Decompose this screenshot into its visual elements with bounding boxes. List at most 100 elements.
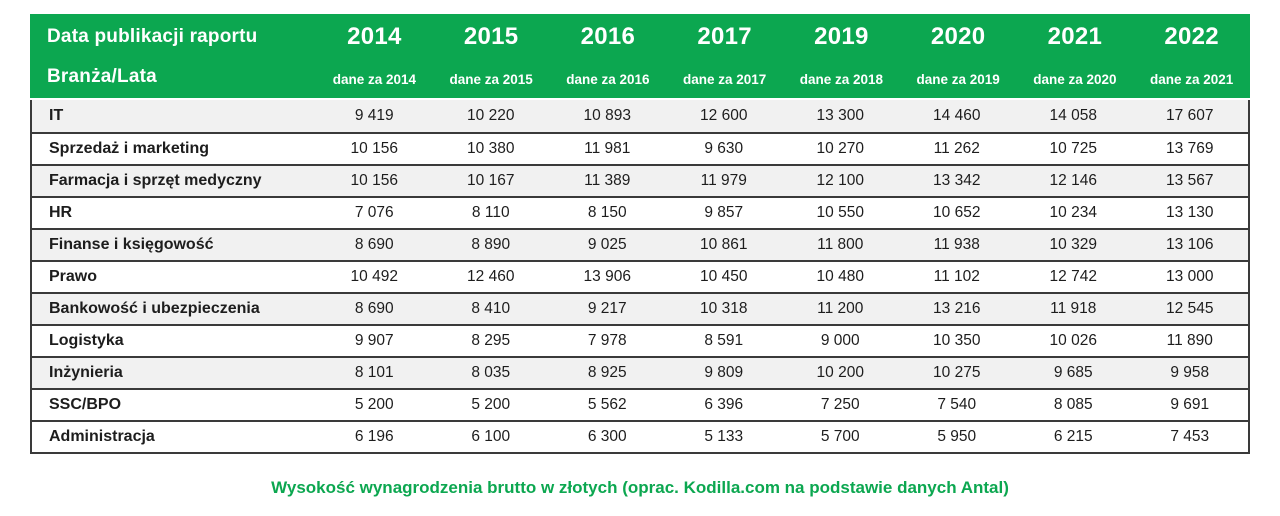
industry-label: Bankowość i ubezpieczenia — [49, 300, 260, 317]
salary-cell: 14 058 — [1049, 107, 1097, 124]
salary-cell: 13 906 — [583, 268, 631, 285]
salary-cell: 12 742 — [1049, 268, 1097, 285]
salary-cell: 8 410 — [471, 300, 511, 317]
salary-cell: 11 981 — [584, 140, 631, 157]
year-label: 2015 — [463, 23, 519, 50]
salary-cell: 10 270 — [816, 140, 864, 157]
salary-cell: 6 396 — [704, 396, 744, 413]
industry-label: Logistyka — [49, 332, 124, 349]
salary-cell: 9 958 — [1170, 364, 1210, 381]
table-row: IT 9 419 10 220 10 893 12 600 13 300 14 460 14… — [32, 100, 1248, 132]
table-caption: Wysokość wynagrodzenia brutto w złotych … — [271, 478, 1009, 497]
data-year-label: dane za 2014 — [332, 72, 417, 87]
salary-cell: 11 800 — [817, 236, 864, 253]
salary-cell: 13 300 — [816, 107, 864, 124]
salary-cell: 10 652 — [933, 204, 981, 221]
salary-cell: 8 925 — [587, 364, 627, 381]
data-year-label: dane za 2020 — [1033, 72, 1117, 87]
salary-cell: 8 591 — [704, 332, 744, 349]
salary-cell: 6 100 — [471, 428, 511, 445]
salary-cell: 10 492 — [350, 268, 398, 285]
salary-cell: 11 890 — [1166, 332, 1213, 349]
salary-cell: 9 217 — [587, 300, 627, 317]
salary-cell: 8 295 — [471, 332, 511, 349]
salary-cell: 11 262 — [933, 140, 980, 157]
table-row: Administracja 6 196 6 100 6 300 5 133 5 700 5… — [32, 420, 1248, 452]
year-label: 2022 — [1164, 23, 1219, 50]
table-row: Farmacja i sprzęt medyczny 10 156 10 167 1… — [32, 164, 1248, 196]
salary-cell: 6 196 — [354, 428, 394, 445]
salary-cell: 8 150 — [587, 204, 627, 221]
salary-cell: 13 342 — [933, 172, 981, 189]
salary-cell: 13 216 — [933, 300, 981, 317]
salary-cell: 8 110 — [471, 204, 510, 221]
table-row: Finanse i księgowość 8 690 8 890 9 025 10 8… — [32, 228, 1248, 260]
corner-header-line2: Branża/Lata — [47, 66, 157, 87]
salary-cell: 11 918 — [1050, 300, 1097, 317]
data-year-label: dane za 2016 — [566, 72, 650, 87]
year-column-header: 2021 dane za 2020 — [1017, 14, 1134, 98]
salary-cell: 10 234 — [1049, 204, 1097, 221]
salary-cell: 5 562 — [587, 396, 627, 413]
salary-cell: 11 389 — [584, 172, 631, 189]
salary-cell: 7 540 — [937, 396, 977, 413]
data-year-label: dane za 2018 — [799, 72, 884, 87]
year-label: 2019 — [814, 23, 869, 50]
salary-cell: 8 085 — [1053, 396, 1093, 413]
salary-cell: 10 275 — [933, 364, 981, 381]
year-column-header: 2016 dane za 2016 — [550, 14, 667, 98]
salary-cell: 10 725 — [1049, 140, 1097, 157]
salary-cell: 12 545 — [1166, 300, 1214, 317]
salary-cell: 7 453 — [1170, 428, 1210, 445]
salary-cell: 7 978 — [587, 332, 627, 349]
salary-cell: 11 200 — [817, 300, 864, 317]
salary-cell: 13 106 — [1166, 236, 1214, 253]
year-column-header: 2015 dane za 2015 — [433, 14, 550, 98]
table-row: Bankowość i ubezpieczenia 8 690 8 410 9 21… — [32, 292, 1248, 324]
table-row: Prawo 10 492 12 460 13 906 10 450 10 480 11 1… — [32, 260, 1248, 292]
table-row: HR 7 076 8 110 8 150 9 857 10 550 10 652 10 23… — [32, 196, 1248, 228]
salary-cell: 10 893 — [583, 107, 631, 124]
salary-cell: 10 350 — [933, 332, 981, 349]
year-column-header: 2022 dane za 2021 — [1133, 14, 1250, 98]
salary-cell: 14 460 — [933, 107, 981, 124]
salary-cell: 9 419 — [354, 107, 394, 124]
industry-label: Prawo — [49, 268, 98, 285]
data-year-label: dane za 2017 — [682, 72, 767, 87]
corner-header: Data publikacji raportu Branża/Lata — [30, 14, 316, 98]
salary-cell: 13 567 — [1166, 172, 1214, 189]
table-row: Logistyka 9 907 8 295 7 978 8 591 9 000 10 35… — [32, 324, 1248, 356]
salary-cell: 10 167 — [467, 172, 515, 189]
salary-cell: 13 769 — [1166, 140, 1214, 157]
industry-label: Sprzedaż i marketing — [49, 140, 210, 157]
year-column-header: 2019 dane za 2018 — [783, 14, 900, 98]
salary-cell: 10 156 — [350, 172, 398, 189]
table-row: Sprzedaż i marketing 10 156 10 380 11 981 9… — [32, 132, 1248, 164]
year-column-header: 2017 dane za 2017 — [666, 14, 783, 98]
salary-cell: 13 130 — [1166, 204, 1214, 221]
industry-label: Inżynieria — [49, 364, 123, 381]
salary-cell: 11 938 — [933, 236, 980, 253]
salary-cell: 12 146 — [1049, 172, 1097, 189]
year-column-header: 2014 dane za 2014 — [316, 14, 433, 98]
salary-cell: 9 857 — [704, 204, 744, 221]
data-year-label: dane za 2019 — [916, 72, 1000, 87]
year-label: 2020 — [930, 23, 986, 50]
year-label: 2021 — [1047, 23, 1103, 50]
table-row: Inżynieria 8 101 8 035 8 925 9 809 10 200 10 … — [32, 356, 1248, 388]
salary-table: Data publikacji raportu Branża/Lata 2014… — [30, 14, 1250, 454]
salary-cell: 13 000 — [1166, 268, 1214, 285]
industry-label: Farmacja i sprzęt medyczny — [49, 172, 262, 189]
salary-cell: 8 035 — [471, 364, 511, 381]
table-body: IT 9 419 10 220 10 893 12 600 13 300 14 460 14… — [30, 100, 1250, 454]
salary-cell: 9 691 — [1170, 396, 1210, 413]
salary-cell: 10 156 — [350, 140, 398, 157]
salary-cell: 10 329 — [1049, 236, 1097, 253]
industry-label: IT — [49, 107, 64, 124]
industry-label: HR — [49, 204, 73, 221]
salary-cell: 8 101 — [354, 364, 394, 381]
corner-header-line1: Data publikacji raportu — [47, 26, 258, 47]
salary-cell: 7 076 — [354, 204, 394, 221]
salary-cell: 10 220 — [467, 107, 515, 124]
salary-cell: 10 380 — [467, 140, 515, 157]
